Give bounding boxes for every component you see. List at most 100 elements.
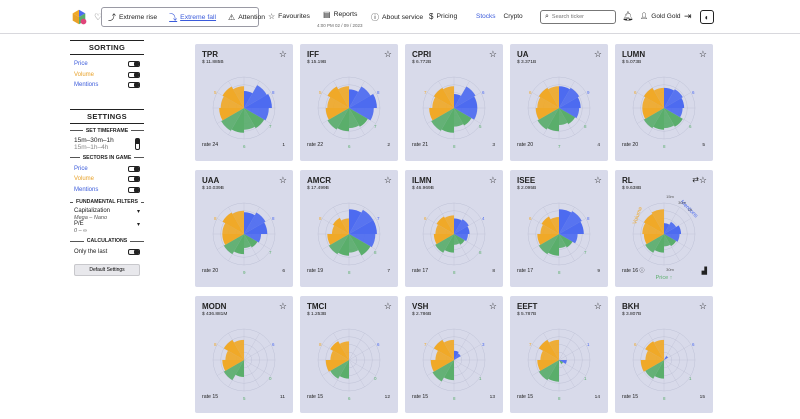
search-box[interactable]: ⌕ (540, 10, 616, 24)
radar-wedge (664, 89, 683, 108)
stock-card[interactable]: TMCI $ 1.253B ☆ 6 0 6 8 rate 15 12 (300, 296, 398, 413)
rate-text: rate 15 (622, 394, 639, 400)
favourite-star-icon[interactable]: ☆ (488, 301, 497, 311)
logout-icon[interactable]: ⇥ (684, 11, 692, 21)
sort-mentions-toggle[interactable] (128, 82, 140, 89)
timeframe-option-a[interactable]: 15m–30m–1h (74, 136, 114, 144)
rate-text: rate 20 (622, 142, 639, 148)
stock-card[interactable]: IFF $ 15.19B ☆ 8 7 6 5 rate 22 2 (300, 44, 398, 161)
timeframe-toggle[interactable] (135, 137, 140, 150)
search-input[interactable] (551, 14, 612, 20)
nav-reports[interactable]: ▤ Reports (323, 10, 357, 19)
tab-extreme-rise[interactable]: ⤴ Extreme rise (102, 12, 163, 23)
timeframe-selector[interactable]: 15m–30m–1h 15m–1h–4h (70, 137, 144, 151)
favourite-star-icon[interactable]: ☆ (278, 301, 287, 311)
radar-wedge (435, 234, 454, 253)
sector-volume-toggle[interactable] (128, 176, 140, 183)
stock-card[interactable]: UAA $ 10.039B ☆ 8 7 9 8 rate 20 6 (195, 170, 293, 287)
radar-wedge (454, 234, 465, 245)
stock-card[interactable]: TPR $ 11.885B ☆ 8 7 6 5 rate 24 1 (195, 44, 293, 161)
favourite-star-icon[interactable]: ☆ (593, 301, 602, 311)
heart-icon[interactable]: ♡ (94, 12, 103, 22)
radar-wedge (331, 225, 349, 234)
star-icon: ☆ (268, 12, 276, 21)
radar-spoke (243, 344, 271, 361)
radar-wedge (330, 360, 349, 379)
radar-wedge (244, 234, 258, 248)
radar-wedge (654, 234, 664, 253)
nav-favourites[interactable]: ☆ Favourites (268, 12, 310, 21)
rank-index: 2 (387, 143, 390, 148)
bell-icon[interactable]: 🔔︎ (622, 11, 634, 21)
sort-price-toggle[interactable] (128, 61, 140, 68)
rate-label: rate 20 (622, 142, 638, 148)
radar-wedge (444, 215, 454, 234)
radar-wedge (664, 225, 682, 234)
score-label: 6 (377, 342, 380, 347)
favourite-star-icon[interactable]: ☆ (278, 49, 287, 59)
rate-label: rate 17 (517, 268, 533, 274)
stock-card[interactable]: BKH $ 3.807B ☆ 6 1 8 6 rate 15 15 (615, 296, 713, 413)
favourite-star-icon[interactable]: ☆ (593, 49, 602, 59)
rate-label: rate 15 (202, 394, 218, 400)
stock-card[interactable]: UA $ 3.371B ☆ 9 8 7 6 rate 20 4 (510, 44, 608, 161)
rate-text: rate 20 (517, 142, 534, 148)
market-cap: $ 2.095B (517, 186, 537, 191)
radar-wedge (432, 360, 454, 382)
theme-toggle-icon[interactable]: ◐ (700, 10, 714, 24)
favourite-star-icon[interactable]: ☆ (698, 175, 707, 185)
sort-volume-toggle[interactable] (128, 71, 140, 78)
sort-price-row: Price (70, 59, 144, 70)
stock-card[interactable]: ILMN $ 46.969B ☆ 4 8 8 6 rate 17 8 (405, 170, 503, 287)
timeframe-option-b[interactable]: 15m–1h–4h (74, 143, 109, 151)
crypto-tab[interactable]: Crypto (503, 13, 523, 20)
stock-card[interactable]: ISEE $ 2.095B ☆ 8 7 8 6 rate 17 9 (510, 170, 608, 287)
radar-wedge (537, 360, 559, 371)
stocks-tab[interactable]: Stocks (476, 13, 496, 20)
favourite-star-icon[interactable]: ☆ (593, 175, 602, 185)
favourite-star-icon[interactable]: ☆ (383, 49, 392, 59)
radar-wedge (244, 212, 266, 234)
radar-spoke (453, 333, 470, 361)
capitalization-filter[interactable]: Capitalization ▾ (70, 208, 144, 215)
swap-icon[interactable]: ⇄ (692, 175, 699, 184)
market-cap: $ 5.787B (517, 312, 537, 317)
tab-extreme-fall[interactable]: ⤵ Extreme fall (163, 12, 222, 23)
only-last-toggle[interactable] (128, 249, 140, 256)
radar-wedge (443, 360, 454, 381)
market-cap: $ 3.371B (517, 60, 537, 65)
sector-mentions-toggle[interactable] (128, 186, 140, 193)
default-settings-button[interactable]: Default Settings (74, 263, 140, 276)
rate-text: rate 24 (202, 142, 219, 148)
radar-wedge (349, 220, 377, 234)
favourite-star-icon[interactable]: ☆ (383, 301, 392, 311)
info-icon[interactable]: ⓘ (638, 268, 645, 274)
score-label: 7 (374, 124, 377, 129)
favourite-star-icon[interactable]: ☆ (278, 175, 287, 185)
app-logo[interactable] (70, 8, 88, 26)
stock-card[interactable]: RL $ 9.638B ☆ ⇄ Mentions Volume Price ↑ 15m 30m 1… (615, 170, 713, 287)
favourite-star-icon[interactable]: ☆ (383, 175, 392, 185)
stock-card[interactable]: AMCR $ 17.499B ☆ 7 8 8 8 rate 19 7 (300, 170, 398, 287)
stock-card[interactable]: VSH $ 2.786B ☆ 3 1 8 7 rate 15 13 (405, 296, 503, 413)
favourite-star-icon[interactable]: ☆ (698, 49, 707, 59)
tab-attention[interactable]: ⚠ Attention (222, 13, 271, 22)
sector-price-toggle[interactable] (128, 165, 140, 172)
pe-filter[interactable]: P/E ▾ (70, 221, 144, 228)
score-label: 0 (269, 376, 272, 381)
score-label: 9 (587, 90, 590, 95)
nav-label: Reports (333, 11, 358, 18)
stock-card[interactable]: CPRI $ 6.772B ☆ 6 5 8 7 rate 21 3 (405, 44, 503, 161)
chart-icon[interactable]: ▟ (701, 268, 707, 275)
stock-card[interactable]: EEFT $ 5.787B ☆ 1 1 8 7 rate 15 14 (510, 296, 608, 413)
stock-card[interactable]: LUMN $ 5.073B ☆ 6 6 8 6 rate 20 5 (615, 44, 713, 161)
nav-pricing[interactable]: $ Pricing (429, 12, 457, 21)
favourite-star-icon[interactable]: ☆ (488, 175, 497, 185)
stock-card[interactable]: MODN $ 436.881M ☆ 6 0 5 8 rate 15 11 (195, 296, 293, 413)
radar-wedge (654, 360, 664, 379)
user-menu[interactable]: 👤︎ Gold Gold (640, 12, 681, 21)
caret-down-icon: ▾ (136, 209, 140, 215)
nav-about[interactable]: ⓘ About service (371, 12, 423, 23)
favourite-star-icon[interactable]: ☆ (698, 301, 707, 311)
favourite-star-icon[interactable]: ☆ (488, 49, 497, 59)
